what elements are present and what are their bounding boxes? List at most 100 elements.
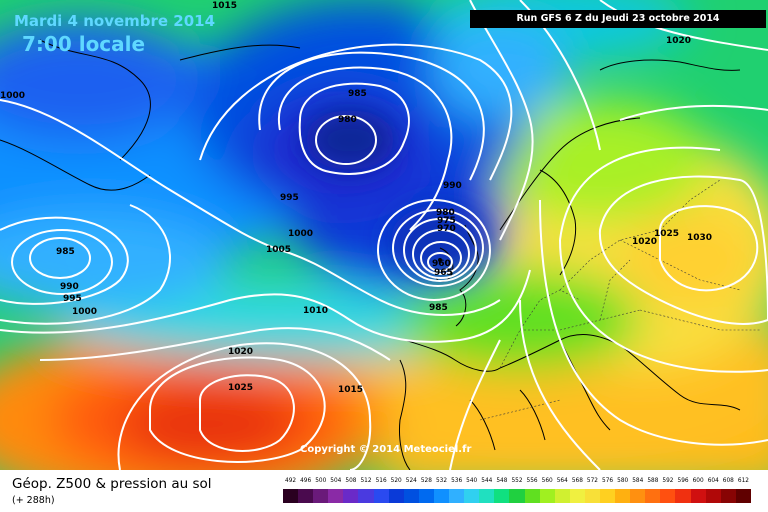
color-scale-swatch: [358, 489, 374, 503]
color-scale-swatch: [449, 489, 465, 503]
color-scale-swatch: [584, 489, 600, 503]
color-scale-swatch: [660, 489, 676, 503]
color-scale-label: 540: [466, 478, 478, 484]
forecast-time: 7:00 locale: [22, 32, 146, 56]
isobar-label: 995: [63, 294, 82, 304]
color-scale-label: 520: [390, 478, 402, 484]
color-scale-bar: [283, 489, 751, 503]
color-scale-swatch: [675, 489, 691, 503]
color-scale-label: 580: [617, 478, 629, 484]
color-scale-label: 572: [586, 478, 598, 484]
color-scale-label: 508: [345, 478, 357, 484]
color-scale-swatch: [464, 489, 480, 503]
isobar-label: 1010: [303, 306, 328, 316]
color-scale-label: 556: [526, 478, 538, 484]
isobar-label: 980: [436, 208, 455, 218]
isobar-label: 975: [437, 216, 456, 226]
color-scale-label: 604: [707, 478, 719, 484]
isobar-label: 985: [348, 89, 367, 99]
weather-map: 1000 1015 1020 985 980 995 990 1000 1005…: [0, 0, 768, 470]
color-scale-swatch: [388, 489, 404, 503]
isobar-label: 1020: [666, 36, 691, 46]
color-scale-label: 500: [315, 478, 327, 484]
isobar-label: 1025: [228, 383, 253, 393]
color-scale-label: 528: [420, 478, 432, 484]
color-scale-label: 588: [647, 478, 659, 484]
isobar-label: 1020: [228, 347, 253, 357]
color-scale-label: 596: [677, 478, 689, 484]
color-scale-swatch: [599, 489, 616, 503]
color-scale-label: 492: [285, 478, 297, 484]
isobar-label: 995: [280, 193, 299, 203]
color-scale-swatch: [720, 489, 736, 503]
color-scale-label: 552: [511, 478, 523, 484]
forecast-date: Mardi 4 novembre 2014: [14, 12, 216, 30]
color-scale-swatch: [554, 489, 570, 503]
color-scale-label: 560: [541, 478, 553, 484]
isobar-label: 1000: [288, 229, 313, 239]
color-scale-swatch: [418, 489, 434, 503]
copyright-notice: Copyright © 2014 Meteociel.fr: [300, 444, 472, 455]
isobar-label: 1015: [338, 385, 363, 395]
color-scale-label: 512: [360, 478, 372, 484]
isobars: [0, 0, 768, 470]
isobar-label: 970: [437, 224, 456, 234]
color-scale-swatch: [313, 489, 329, 503]
low-centre-marker: [438, 258, 442, 262]
color-scale-label: 544: [481, 478, 493, 484]
isobar-label: 965: [434, 268, 453, 278]
legend-panel: Géop. Z500 & pression au sol (+ 288h) 49…: [0, 470, 768, 512]
color-scale-swatch: [479, 489, 495, 503]
color-scale-label: 504: [330, 478, 342, 484]
isobar-label: 960: [432, 259, 451, 269]
model-run-label: Run GFS 6 Z du Jeudi 23 octobre 2014: [470, 10, 766, 28]
isobar-label: 1030: [687, 233, 712, 243]
color-scale-label: 584: [632, 478, 644, 484]
color-scale-swatch: [373, 489, 389, 503]
color-scale-swatch: [494, 489, 510, 503]
color-scale-label: 536: [451, 478, 463, 484]
color-scale-swatch: [705, 489, 721, 503]
color-scale-swatch: [509, 489, 525, 503]
color-scale-label: 600: [692, 478, 704, 484]
isobar-label: 980: [338, 115, 357, 125]
color-scale-label: 592: [662, 478, 674, 484]
color-scale-label: 608: [722, 478, 734, 484]
color-scale-label: 612: [737, 478, 749, 484]
isobar-label: 1000: [72, 307, 97, 317]
color-scale-swatch: [539, 489, 555, 503]
color-scale-swatch: [735, 489, 751, 503]
color-scale-label: 524: [405, 478, 417, 484]
isobar-label: 1020: [632, 237, 657, 247]
color-scale-swatch: [433, 489, 450, 503]
color-scale-swatch: [645, 489, 661, 503]
geopotential-field: [0, 0, 768, 470]
color-scale-swatch: [630, 489, 646, 503]
color-scale-swatch: [690, 489, 706, 503]
color-scale-label: 532: [435, 478, 448, 484]
color-scale-swatch: [343, 489, 359, 503]
isobar-label: 990: [443, 181, 462, 191]
color-scale-label: 576: [602, 478, 614, 484]
isobar-label: 1000: [0, 91, 25, 101]
isobar-labels: 1000 1015 1020 985 980 995 990 1000 1005…: [0, 1, 712, 395]
legend-subtitle: (+ 288h): [12, 495, 55, 506]
color-scale-swatch: [283, 489, 299, 503]
isobar-label: 985: [429, 303, 448, 313]
color-scale-label: 516: [375, 478, 387, 484]
coastlines: [0, 39, 741, 470]
isobar-label: 1025: [654, 229, 679, 239]
color-scale-labels: 492 496 500 504 508 512 516 520 524 528 532 536 540 5…: [283, 478, 751, 490]
isobar-label: 990: [60, 282, 79, 292]
map-canvas: 1000 1015 1020 985 980 995 990 1000 1005…: [0, 0, 768, 470]
color-scale-swatch: [328, 489, 344, 503]
color-scale-swatch: [615, 489, 631, 503]
legend-title: Géop. Z500 & pression au sol: [12, 476, 212, 492]
color-scale-label: 568: [571, 478, 583, 484]
color-scale-label: 564: [556, 478, 568, 484]
color-scale-swatch: [403, 489, 419, 503]
isobar-label: 1005: [266, 245, 291, 255]
color-scale-label: 548: [496, 478, 508, 484]
color-scale-label: 496: [300, 478, 312, 484]
